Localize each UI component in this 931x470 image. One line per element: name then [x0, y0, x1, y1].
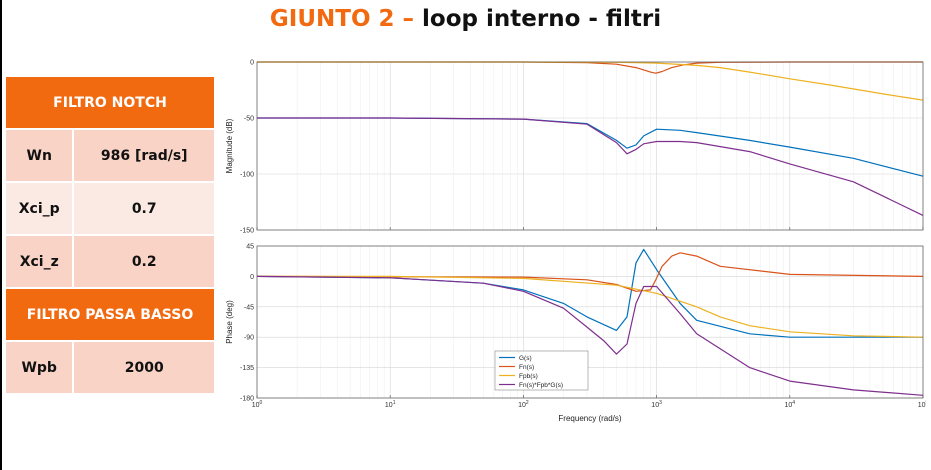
x-tick-label: 100: [252, 400, 263, 409]
param-value-wn: 986 [rad/s]: [72, 128, 216, 183]
y-tick-label: -180: [240, 396, 254, 403]
bode-plot: 0 -50 -100 -150 Magnitude (dB) 45 0 -45 -90 -135 -…: [225, 60, 926, 424]
y-axis-label: Phase (deg): [225, 300, 234, 344]
legend-entry: Fpb(s): [519, 373, 538, 380]
left-border: [0, 0, 2, 470]
lowpass-header-row: FILTRO PASSA BASSO: [4, 287, 216, 342]
param-value-xci-z: 0.2: [72, 234, 216, 289]
y-tick-label: -45: [244, 304, 254, 311]
phase-series-line: [256, 275, 924, 396]
y-tick-label: -90: [244, 335, 254, 342]
lowpass-header: FILTRO PASSA BASSO: [4, 287, 216, 342]
y-tick-label: 0: [250, 60, 254, 67]
phase-series-line: [257, 275, 924, 338]
phase-series-line: [256, 252, 924, 292]
x-tick-label: 104: [785, 400, 796, 409]
filter-parameters-table: FILTRO NOTCH Wn 986 [rad/s] Xci_p 0.7 Xc…: [3, 75, 216, 395]
x-tick-label: 102: [518, 400, 529, 409]
magnitude-plot-area: [257, 62, 923, 230]
y-tick-label: 0: [250, 274, 254, 281]
legend-entry: Fn(s): [519, 364, 534, 371]
title-rest: loop interno - filtri: [422, 6, 662, 32]
x-tick-label: 101: [385, 400, 396, 409]
table-row: Wpb 2000: [3, 340, 216, 395]
y-tick-label: -150: [240, 228, 254, 235]
param-label-wpb: Wpb: [3, 340, 75, 395]
phase-plot-area: [257, 246, 923, 398]
title-accent: GIUNTO 2 –: [269, 6, 415, 32]
table-row: Wn 986 [rad/s]: [3, 128, 216, 183]
y-tick-label: -135: [240, 365, 254, 372]
y-tick-label: -50: [244, 116, 254, 123]
param-value-xci-p: 0.7: [72, 181, 216, 236]
magnitude-axes-box: [256, 61, 924, 231]
magnitude-series-line: [257, 117, 924, 216]
table-row: Xci_z 0.2: [3, 234, 216, 289]
legend-entry: Fn(s)*Fpb*G(s): [519, 382, 563, 389]
param-value-wpb: 2000: [72, 340, 216, 395]
y-tick-label: 45: [246, 244, 254, 251]
page-title: GIUNTO 2 – loop interno - filtri: [0, 6, 931, 32]
x-axis-label: Frequency (rad/s): [558, 414, 621, 423]
x-tick-label: 103: [651, 400, 662, 409]
legend-entry: G(s): [519, 355, 532, 362]
y-axis-label: Magnitude (dB): [225, 118, 234, 173]
notch-header-row: FILTRO NOTCH: [4, 75, 216, 130]
param-label-wn: Wn: [3, 128, 75, 183]
table-row: Xci_p 0.7: [3, 181, 216, 236]
param-label-xci-p: Xci_p: [3, 181, 75, 236]
notch-header: FILTRO NOTCH: [4, 75, 216, 130]
phase-axes-box: [256, 245, 924, 399]
y-tick-label: -100: [240, 172, 254, 179]
param-label-xci-z: Xci_z: [3, 234, 75, 289]
x-tick-label: 105: [918, 400, 926, 409]
